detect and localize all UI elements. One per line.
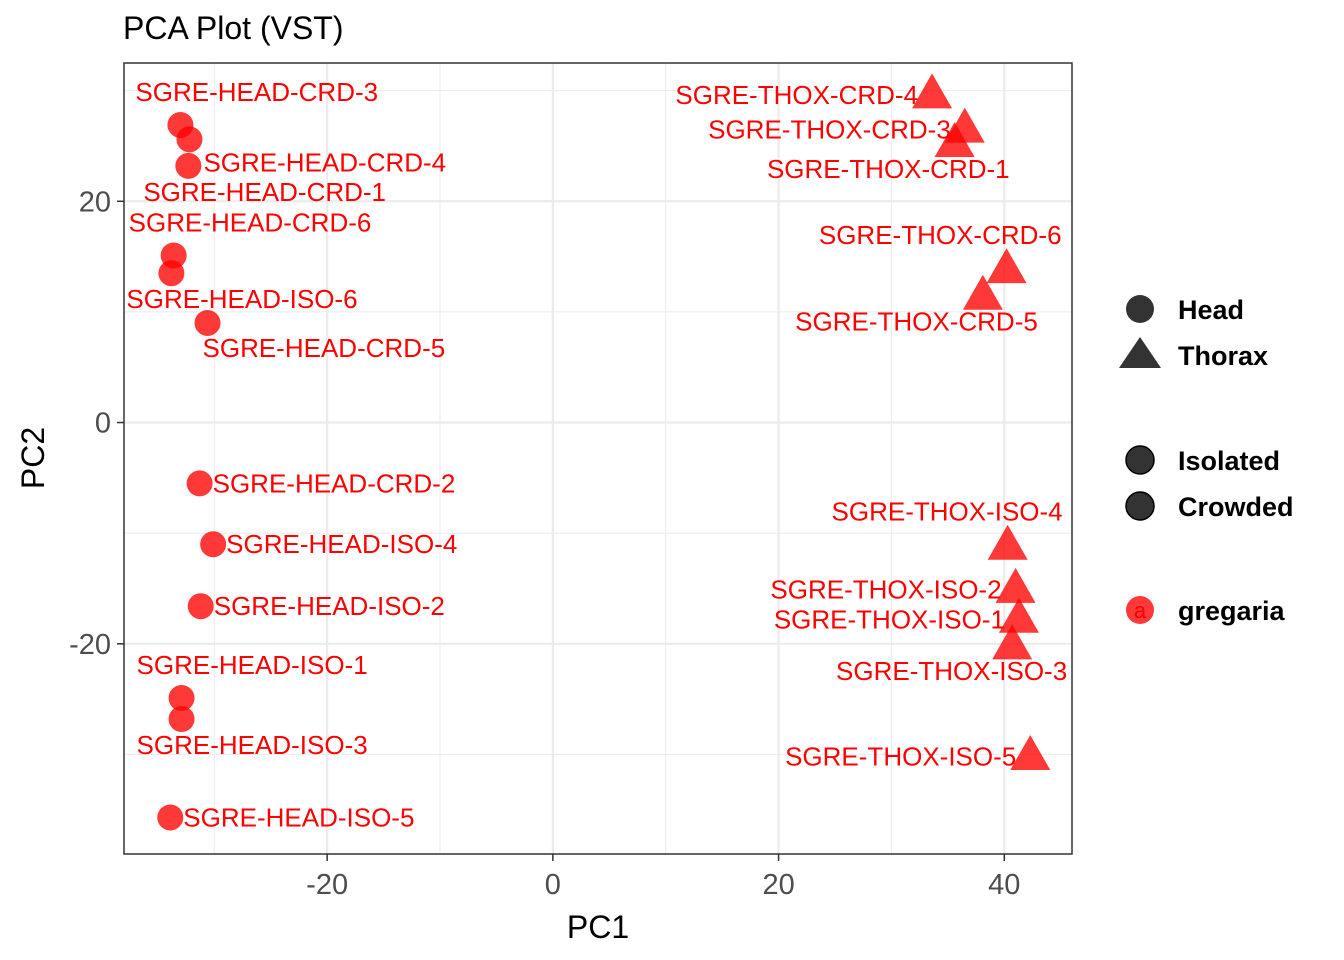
legend-label: gregaria [1178, 596, 1286, 626]
point-label: SGRE-THOX-ISO-1 [774, 604, 1005, 634]
point-label: SGRE-HEAD-CRD-3 [135, 77, 378, 107]
legend-label: Thorax [1178, 341, 1268, 371]
point-label: SGRE-HEAD-CRD-4 [203, 147, 446, 177]
point-label: SGRE-HEAD-CRD-2 [213, 468, 456, 498]
y-axis-title: PC2 [15, 427, 51, 489]
point-head [194, 309, 221, 336]
legend-label: Isolated [1178, 446, 1280, 476]
point-thorax [998, 597, 1039, 633]
point-label: SGRE-HEAD-CRD-1 [143, 177, 386, 207]
point-head [158, 260, 185, 287]
point-label: SGRE-HEAD-ISO-1 [137, 650, 368, 680]
legend: Head Thorax Isolated Crowded a gregaria [1119, 295, 1294, 626]
x-axis-title: PC1 [567, 909, 629, 945]
point-thorax [1010, 734, 1051, 770]
point-label: SGRE-THOX-CRD-4 [675, 80, 918, 110]
point-label: SGRE-THOX-ISO-3 [836, 656, 1067, 686]
point-label: SGRE-HEAD-CRD-5 [203, 333, 446, 363]
y-tick-label: 0 [95, 408, 111, 440]
point-label: SGRE-HEAD-ISO-4 [226, 529, 457, 559]
x-tick-label: 0 [545, 869, 561, 901]
point-head [168, 685, 195, 712]
point-label: SGRE-HEAD-ISO-6 [126, 284, 357, 314]
legend-label: Crowded [1178, 492, 1294, 522]
legend-key-letter: a [1134, 598, 1147, 623]
point-label: SGRE-THOX-ISO-4 [832, 496, 1063, 526]
y-tick-label: -20 [69, 629, 111, 661]
point-label: SGRE-HEAD-CRD-6 [129, 207, 372, 237]
point-labels: SGRE-HEAD-CRD-3SGRE-HEAD-CRD-4SGRE-HEAD-… [126, 77, 1067, 833]
point-head [187, 593, 214, 620]
point-thorax [962, 274, 1003, 310]
point-thorax [986, 248, 1027, 284]
point-label: SGRE-THOX-CRD-3 [708, 114, 951, 144]
x-tick-label: 20 [762, 869, 794, 901]
data-points [157, 73, 1051, 831]
point-head [168, 706, 195, 733]
point-head [157, 804, 184, 831]
point-head [200, 531, 227, 558]
legend-label: Head [1178, 295, 1244, 325]
point-head [186, 470, 213, 497]
point-label: SGRE-THOX-ISO-2 [770, 575, 1001, 605]
x-tick-label: 40 [988, 869, 1020, 901]
point-thorax [992, 624, 1033, 660]
grid-lines [124, 63, 1072, 854]
point-label: SGRE-THOX-CRD-6 [819, 220, 1062, 250]
legend-key-circle [1125, 491, 1155, 521]
point-label: SGRE-THOX-CRD-5 [795, 306, 1038, 336]
point-label: SGRE-HEAD-ISO-5 [183, 802, 414, 832]
point-head [176, 126, 203, 153]
point-thorax [995, 567, 1036, 603]
legend-key-triangle [1119, 337, 1161, 368]
point-thorax [934, 122, 975, 158]
legend-key-circle [1126, 295, 1154, 323]
point-thorax [987, 524, 1028, 560]
legend-key-circle [1125, 445, 1155, 475]
plot-panel [124, 63, 1072, 854]
point-label: SGRE-HEAD-ISO-2 [214, 591, 445, 621]
chart-title: PCA Plot (VST) [123, 10, 344, 46]
point-label: SGRE-THOX-CRD-1 [767, 154, 1010, 184]
panel-border [123, 62, 1073, 855]
x-tick-label: -20 [306, 869, 348, 901]
y-tick-label: 20 [79, 186, 111, 218]
axis-ticks: -20 0 20 40 -20 0 20 [69, 186, 1020, 901]
point-thorax [912, 73, 953, 109]
point-label: SGRE-THOX-ISO-5 [785, 742, 1016, 772]
point-label: SGRE-HEAD-ISO-3 [137, 730, 368, 760]
point-head [175, 152, 202, 179]
legend-key-color [1126, 596, 1154, 624]
